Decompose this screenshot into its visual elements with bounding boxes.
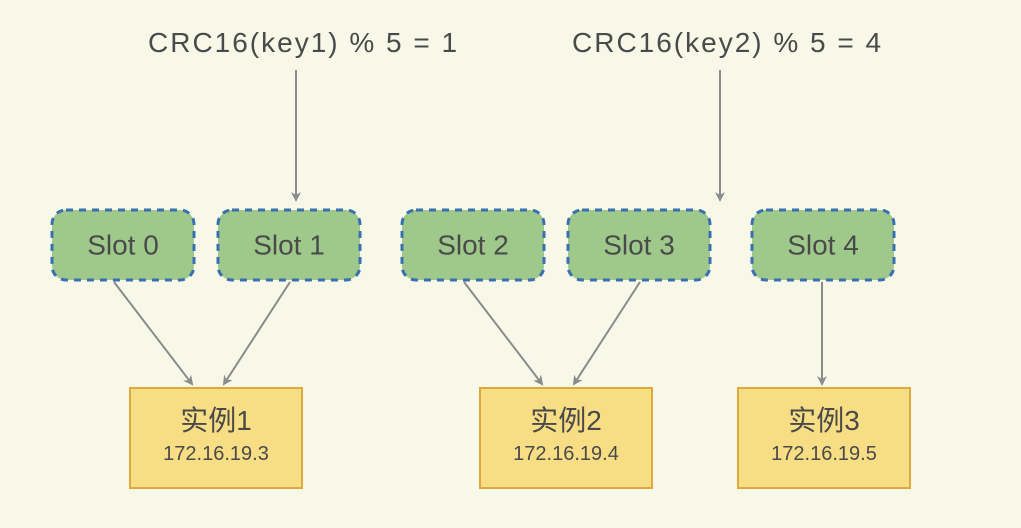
- slot-label-0: Slot 0: [87, 229, 159, 260]
- formula-text-1: CRC16(key2) % 5 = 4: [572, 27, 883, 58]
- slot-label-2: Slot 2: [437, 229, 509, 260]
- slot-3: Slot 3: [568, 210, 710, 280]
- formula-text-0: CRC16(key1) % 5 = 1: [148, 27, 459, 58]
- diagram-canvas: CRC16(key1) % 5 = 1 CRC16(key2) % 5 = 4 Sl…: [0, 0, 1021, 528]
- slot-4: Slot 4: [752, 210, 894, 280]
- instance-title-2: 实例3: [788, 405, 860, 436]
- instance-title-1: 实例2: [530, 405, 602, 436]
- instance-ip-2: 172.16.19.5: [771, 443, 877, 465]
- slot-2: Slot 2: [402, 210, 544, 280]
- slot-1: Slot 1: [218, 210, 360, 280]
- instance-rect-2: [738, 388, 910, 488]
- instance-2: 实例3 172.16.19.5: [738, 388, 910, 488]
- instance-ip-0: 172.16.19.3: [163, 443, 269, 465]
- slot-label-1: Slot 1: [253, 229, 325, 260]
- slot-label-4: Slot 4: [787, 229, 859, 260]
- instance-ip-1: 172.16.19.4: [513, 443, 619, 465]
- instance-rect-0: [130, 388, 302, 488]
- instance-title-0: 实例1: [180, 405, 252, 436]
- instance-0: 实例1 172.16.19.3: [130, 388, 302, 488]
- slot-label-3: Slot 3: [603, 229, 675, 260]
- instance-1: 实例2 172.16.19.4: [480, 388, 652, 488]
- slot-0: Slot 0: [52, 210, 194, 280]
- instance-rect-1: [480, 388, 652, 488]
